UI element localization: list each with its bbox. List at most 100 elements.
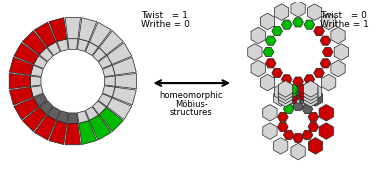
Polygon shape [22,108,46,131]
Polygon shape [304,20,315,29]
Polygon shape [322,74,336,91]
Polygon shape [265,36,276,45]
Polygon shape [331,27,345,44]
Polygon shape [263,104,277,121]
Polygon shape [263,123,277,139]
Text: Twist   = 0: Twist = 0 [321,11,367,20]
Polygon shape [272,27,282,36]
Polygon shape [320,59,331,68]
Polygon shape [85,42,99,56]
Polygon shape [14,98,39,120]
Polygon shape [287,88,298,97]
Polygon shape [277,112,288,122]
Polygon shape [79,121,97,144]
Polygon shape [320,36,331,45]
Polygon shape [307,84,322,100]
Polygon shape [293,101,304,110]
Polygon shape [293,18,304,27]
Polygon shape [115,73,136,89]
Polygon shape [65,17,81,39]
Polygon shape [93,101,107,115]
Polygon shape [99,31,123,55]
Polygon shape [278,81,293,97]
Polygon shape [49,18,67,42]
Polygon shape [274,138,288,154]
Polygon shape [79,18,97,42]
Polygon shape [68,39,78,49]
Polygon shape [248,44,262,60]
Text: Writhe = 1: Writhe = 1 [321,20,369,29]
Polygon shape [304,81,318,97]
Polygon shape [272,68,282,78]
Polygon shape [85,107,99,120]
Polygon shape [34,55,47,69]
Polygon shape [265,59,276,68]
Text: structures: structures [170,108,213,117]
Polygon shape [304,90,318,107]
Polygon shape [287,84,298,94]
Polygon shape [251,27,265,44]
Polygon shape [9,87,33,105]
Polygon shape [319,104,333,121]
Polygon shape [291,84,305,101]
Polygon shape [251,60,265,77]
Polygon shape [34,115,56,140]
Polygon shape [298,91,309,100]
Polygon shape [47,107,60,120]
Polygon shape [302,104,313,114]
Polygon shape [31,65,43,77]
Polygon shape [98,94,112,107]
Polygon shape [57,111,68,123]
Polygon shape [308,138,323,154]
Polygon shape [34,94,47,107]
Polygon shape [31,86,43,97]
Polygon shape [9,57,33,75]
Polygon shape [47,42,60,56]
Polygon shape [263,47,274,57]
Polygon shape [99,108,123,131]
Polygon shape [322,13,336,30]
Polygon shape [278,90,293,107]
Polygon shape [308,122,319,131]
Polygon shape [298,94,309,103]
Polygon shape [107,98,132,120]
Polygon shape [98,55,112,69]
Polygon shape [291,1,305,17]
Polygon shape [277,122,288,131]
Polygon shape [77,111,89,123]
Polygon shape [49,121,67,144]
Polygon shape [9,73,30,89]
Polygon shape [278,87,293,104]
Polygon shape [274,84,289,100]
Polygon shape [291,143,305,160]
Polygon shape [102,65,115,77]
Polygon shape [298,88,309,97]
Polygon shape [260,13,275,30]
Polygon shape [14,43,39,64]
Polygon shape [30,76,41,86]
Polygon shape [278,84,293,100]
Polygon shape [260,74,275,91]
Polygon shape [284,104,294,114]
Polygon shape [307,4,322,20]
Text: Möbius-: Möbius- [175,100,208,109]
Polygon shape [287,91,298,100]
Polygon shape [319,123,333,139]
Polygon shape [287,94,298,103]
Polygon shape [274,4,289,20]
Polygon shape [105,76,115,86]
Polygon shape [22,31,46,55]
Text: Twist   = 1: Twist = 1 [141,11,187,20]
Polygon shape [334,44,349,60]
Polygon shape [90,22,111,47]
Polygon shape [113,87,136,105]
Text: homeomorphic: homeomorphic [160,91,223,100]
Polygon shape [284,130,294,140]
Polygon shape [308,112,319,122]
Polygon shape [304,75,315,84]
Polygon shape [314,27,324,36]
Polygon shape [293,133,304,143]
Polygon shape [90,115,111,140]
Polygon shape [281,75,292,84]
Polygon shape [281,20,292,29]
